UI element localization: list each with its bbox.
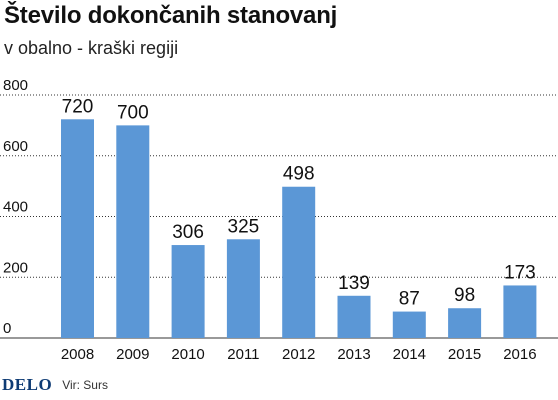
x-tick-label: 2010	[171, 346, 204, 363]
data-label: 306	[172, 222, 204, 243]
bar-chart: 0 200 400 600 800 720 2008 700 2009 306 2010 325 201…	[0, 77, 558, 363]
footer: DELO Vir: Surs	[0, 374, 108, 396]
data-label: 87	[399, 289, 420, 310]
bar	[226, 239, 260, 338]
bar	[392, 311, 426, 338]
bar	[61, 119, 94, 338]
x-tick-label: 2009	[116, 346, 149, 363]
chart-subtitle: v obalno - kraški regiji	[4, 38, 179, 58]
data-label: 325	[228, 216, 260, 237]
x-tick-label: 2012	[282, 346, 315, 363]
bar	[503, 285, 537, 338]
x-tick-label: 2008	[61, 346, 94, 363]
chart-title: Število dokončanih stanovanj	[4, 2, 338, 29]
data-label: 498	[283, 164, 315, 185]
bar	[448, 308, 482, 338]
data-label: 98	[454, 285, 475, 306]
bar	[337, 295, 371, 338]
y-tick-label: 600	[3, 138, 28, 155]
x-tick-label: 2015	[448, 346, 481, 363]
data-label: 700	[117, 102, 149, 123]
y-tick-label: 800	[3, 77, 28, 94]
y-tick-label: 400	[3, 199, 28, 216]
data-label: 173	[504, 262, 536, 283]
y-tick-label: 0	[3, 320, 11, 337]
data-label: 139	[338, 273, 370, 294]
bar	[171, 245, 205, 338]
x-tick-label: 2013	[337, 346, 370, 363]
delo-logo: DELO	[2, 375, 53, 394]
bar	[116, 125, 150, 338]
y-tick-label: 200	[3, 259, 28, 276]
source-note: Vir: Surs	[62, 378, 108, 392]
data-label: 720	[62, 96, 94, 117]
x-tick-label: 2011	[227, 346, 259, 363]
bar	[282, 186, 316, 338]
x-tick-label: 2014	[393, 346, 426, 363]
x-tick-label: 2016	[503, 346, 536, 363]
